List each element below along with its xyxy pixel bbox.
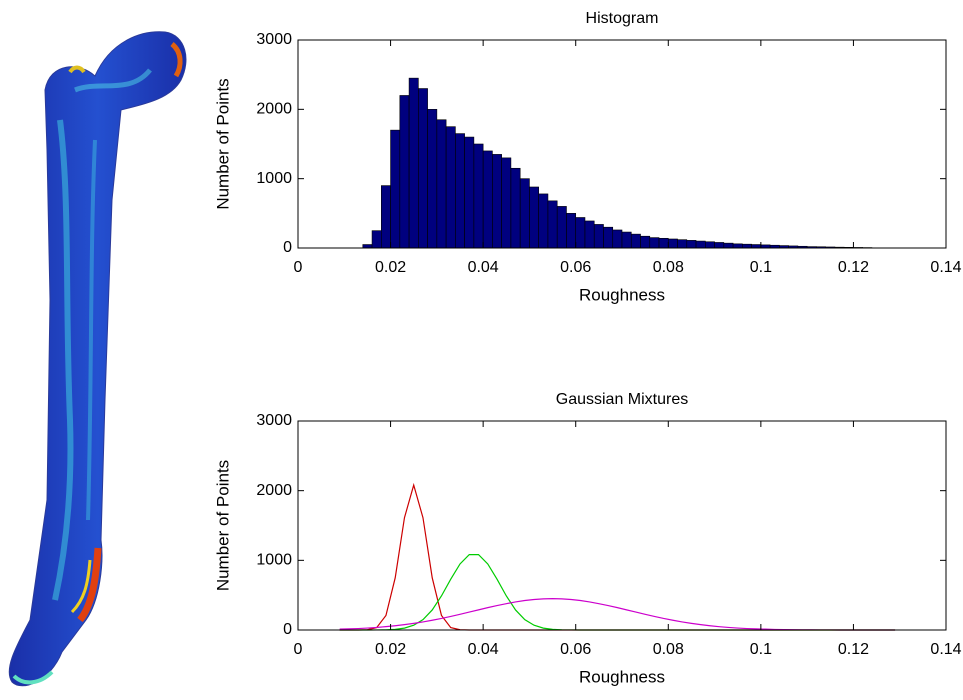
histogram-bar	[391, 130, 400, 248]
x-tick-label: 0.04	[468, 641, 499, 658]
histogram-bar	[548, 201, 557, 248]
histogram-bar	[437, 120, 446, 248]
femur-image	[9, 32, 186, 686]
histogram-bar	[752, 245, 761, 248]
y-tick-label: 0	[283, 621, 292, 638]
x-tick-label: 0.12	[838, 641, 869, 658]
histogram-bar	[585, 221, 594, 248]
y-tick-label: 2000	[256, 482, 292, 499]
histogram-bar	[733, 244, 742, 248]
histogram-bar	[566, 213, 575, 248]
histogram-bar	[418, 89, 427, 248]
histogram-bar	[659, 238, 668, 248]
y-tick-label: 3000	[256, 412, 292, 429]
x-tick-label: 0.1	[750, 641, 772, 658]
x-tick-label: 0.14	[930, 259, 961, 276]
histogram-bar	[483, 151, 492, 248]
x-tick-label: 0.14	[930, 641, 961, 658]
histogram-bar	[428, 109, 437, 248]
x-tick-label: 0.06	[560, 641, 591, 658]
histogram-bar	[557, 206, 566, 248]
x-tick-label: 0.04	[468, 259, 499, 276]
histogram-bar	[455, 134, 464, 248]
histogram-bar	[705, 242, 714, 248]
chart: 0 0.02 0.04 0.06 0.08 0.1 0.12 0.14 0 1000 2000 300…	[213, 391, 961, 686]
histogram-bar	[502, 158, 511, 248]
x-axis-label: Roughness	[579, 667, 665, 686]
histogram-bar	[446, 127, 455, 248]
histogram-bar	[474, 144, 483, 248]
x-axis-label: Roughness	[579, 285, 665, 304]
histogram-bar	[409, 78, 418, 248]
chart-title: Gaussian Mixtures	[556, 391, 689, 408]
histogram-bar	[715, 242, 724, 248]
x-tick-label: 0.12	[838, 259, 869, 276]
chart: 0 0.02 0.04 0.06 0.08 0.1 0.12 0.14 0 1000 2000 300…	[213, 10, 961, 304]
plot-area	[298, 421, 946, 630]
x-tick-label: 0.1	[750, 259, 772, 276]
histogram-bar	[372, 231, 381, 248]
histogram-bar	[576, 217, 585, 248]
histogram-bar	[724, 243, 733, 248]
histogram-bar	[631, 234, 640, 248]
y-tick-label: 3000	[256, 31, 292, 48]
y-axis-label: Number of Points	[213, 460, 232, 591]
histogram-bar	[529, 187, 538, 248]
histogram-bar	[678, 240, 687, 248]
y-tick-label: 1000	[256, 552, 292, 569]
y-tick-label: 2000	[256, 101, 292, 118]
histogram-bar	[465, 137, 474, 248]
x-tick-label: 0.02	[375, 641, 406, 658]
histogram-bar	[520, 179, 529, 248]
histogram-bar	[641, 236, 650, 248]
histogram-bar	[622, 232, 631, 248]
x-tick-label: 0	[294, 641, 303, 658]
histogram-bar	[668, 239, 677, 248]
histogram-bar	[539, 194, 548, 248]
histogram-bar	[687, 240, 696, 248]
histogram-bar	[363, 245, 372, 248]
x-tick-label: 0.02	[375, 259, 406, 276]
y-axis-label: Number of Points	[213, 78, 232, 209]
histogram-bar	[696, 241, 705, 248]
y-tick-label: 0	[283, 239, 292, 256]
x-tick-label: 0.08	[653, 641, 684, 658]
histogram-bar	[381, 186, 390, 248]
histogram-bar	[511, 168, 520, 248]
histogram-bar	[603, 227, 612, 248]
histogram-bar	[742, 244, 751, 248]
chart-title: Histogram	[586, 10, 659, 27]
histogram-bar	[613, 230, 622, 248]
histogram-bar	[594, 224, 603, 248]
x-tick-label: 0	[294, 259, 303, 276]
histogram-bar	[650, 238, 659, 248]
x-tick-label: 0.06	[560, 259, 591, 276]
histogram-bar	[492, 154, 501, 248]
y-tick-label: 1000	[256, 170, 292, 187]
x-tick-label: 0.08	[653, 259, 684, 276]
histogram-bar	[400, 95, 409, 248]
